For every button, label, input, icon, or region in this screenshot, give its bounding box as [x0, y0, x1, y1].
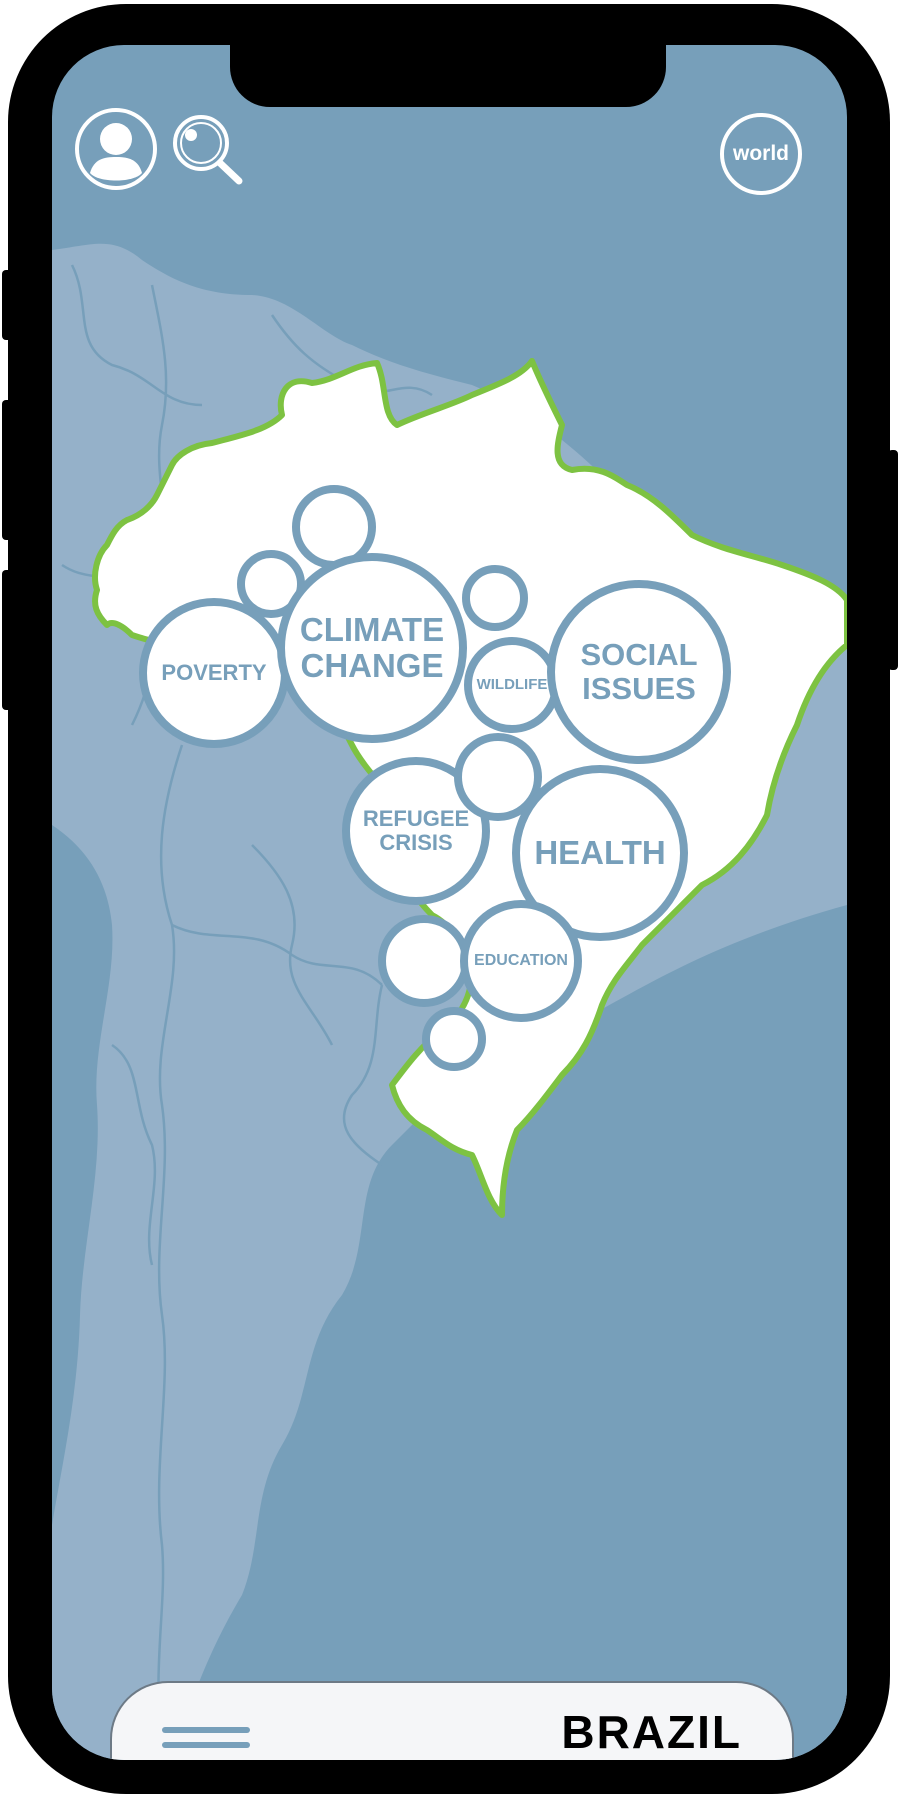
phone-volume-down	[2, 570, 12, 710]
topic-bubble-education[interactable]: EDUCATION	[460, 900, 582, 1022]
ocean-region	[172, 905, 847, 1760]
country-name: BRAZIL	[561, 1706, 742, 1758]
map-view[interactable]	[52, 45, 847, 1760]
hamburger-menu-icon[interactable]	[162, 1727, 250, 1757]
bottom-bar: BRAZIL	[110, 1681, 794, 1760]
topic-bubble-climate-change[interactable]: CLIMATE CHANGE	[277, 553, 467, 743]
topic-bubble-refugee-crisis[interactable]: REFUGEE CRISIS	[342, 757, 490, 905]
phone-power-button	[888, 450, 898, 670]
topic-bubble-poverty[interactable]: POVERTY	[139, 598, 289, 748]
topic-label: EDUCATION	[474, 952, 568, 970]
topic-label: WILDLIFE	[476, 675, 548, 693]
pacific-shelf	[52, 825, 113, 1525]
topic-label: HEALTH	[534, 833, 666, 871]
world-label: world	[733, 142, 789, 165]
topic-label: POVERTY	[161, 659, 267, 685]
topic-bubble-social-issues[interactable]: SOCIAL ISSUES	[547, 580, 731, 764]
topic-bubble-empty[interactable]	[378, 915, 470, 1007]
phone-notch	[230, 45, 666, 107]
profile-button[interactable]	[74, 107, 158, 191]
topic-bubble-wildlife[interactable]: WILDLIFE	[464, 637, 560, 733]
user-profile-icon	[75, 108, 157, 190]
topic-label: REFUGEE CRISIS	[362, 805, 470, 855]
topic-label: SOCIAL ISSUES	[580, 636, 698, 706]
search-icon	[173, 115, 243, 185]
topic-bubble-empty[interactable]	[462, 565, 528, 631]
search-button[interactable]	[167, 113, 247, 193]
map-screen: world POVERTY CLIMATE CHANGE WILDLIFE SO…	[52, 45, 847, 1760]
topic-bubble-empty[interactable]	[422, 1007, 486, 1071]
world-view-button[interactable]: world	[720, 113, 802, 195]
phone-mute-switch	[2, 270, 12, 340]
phone-volume-up	[2, 400, 12, 540]
topic-label: CLIMATE CHANGE	[299, 610, 445, 684]
